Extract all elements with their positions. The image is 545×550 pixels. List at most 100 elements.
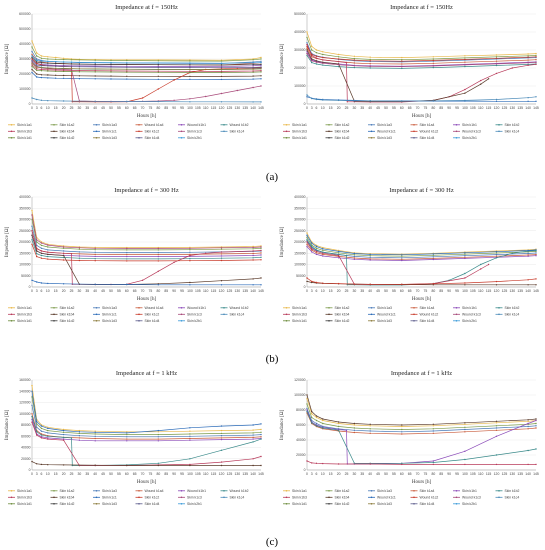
- data-point: [36, 76, 38, 78]
- x-tick-label: 70: [141, 289, 145, 293]
- data-point: [110, 71, 112, 73]
- legend-marker: [328, 313, 330, 316]
- data-point: [47, 60, 49, 63]
- data-point: [322, 251, 324, 253]
- data-point: [337, 252, 340, 254]
- x-tick-label: 20: [337, 289, 341, 293]
- legend-marker: [138, 490, 140, 492]
- data-point: [94, 431, 96, 433]
- data-point: [306, 243, 308, 245]
- data-point: [70, 69, 73, 71]
- data-point: [464, 426, 466, 428]
- data-point: [315, 52, 318, 54]
- data-point: [369, 100, 371, 102]
- data-point: [401, 257, 403, 259]
- data-point: [401, 255, 403, 257]
- y-axis-label: Impedance [Ω]: [280, 44, 285, 75]
- x-tick-label: 55: [392, 472, 396, 476]
- x-tick-label: 100: [462, 472, 468, 476]
- x-tick-label: 130: [509, 289, 515, 293]
- legend-marker: [138, 320, 140, 322]
- y-tick-label: 120000: [294, 378, 305, 382]
- data-point: [337, 53, 340, 56]
- data-point: [322, 64, 324, 66]
- data-point: [220, 464, 223, 467]
- data-point: [252, 62, 254, 64]
- data-point: [311, 280, 313, 283]
- data-point: [157, 433, 159, 436]
- data-point: [36, 253, 38, 255]
- x-tick-label: 20: [337, 472, 341, 476]
- data-point: [252, 246, 254, 249]
- data-point: [464, 88, 466, 91]
- legend-entry: Wound k1b2: [230, 489, 249, 493]
- data-point: [220, 60, 223, 62]
- x-tick-label: 70: [141, 106, 145, 110]
- data-point: [337, 257, 340, 259]
- data-point: [535, 284, 537, 286]
- x-tick-label: 80: [431, 289, 435, 293]
- data-point: [315, 425, 318, 427]
- y-tick-label: 400000: [19, 42, 30, 46]
- legend-entry: Wound k1c3: [462, 496, 481, 500]
- x-tick-label: 65: [408, 472, 412, 476]
- series-line: [306, 411, 537, 464]
- data-point: [401, 60, 403, 62]
- x-tick-label: 95: [455, 472, 459, 476]
- data-point: [62, 464, 65, 466]
- data-point: [220, 67, 223, 69]
- data-point: [315, 63, 318, 65]
- data-point: [260, 78, 262, 80]
- data-point: [62, 252, 65, 254]
- data-point: [189, 66, 191, 69]
- legend-marker: [370, 137, 373, 139]
- x-tick-label: 3: [311, 472, 313, 476]
- x-tick-label: 65: [408, 289, 412, 293]
- x-tick-label: 20: [62, 106, 66, 110]
- data-point: [311, 422, 313, 424]
- legend-entry: Skin k2b1: [187, 319, 202, 323]
- data-point: [432, 425, 434, 427]
- data-point: [353, 255, 356, 258]
- data-point: [315, 415, 318, 417]
- x-tick-label: 10: [321, 289, 325, 293]
- x-tick-label: 105: [195, 472, 201, 476]
- data-point: [311, 249, 313, 251]
- data-point: [47, 58, 49, 60]
- legend-marker: [138, 124, 140, 126]
- data-point: [464, 64, 466, 66]
- x-tick-label: 90: [172, 472, 176, 476]
- data-point: [31, 97, 33, 99]
- data-point: [55, 61, 57, 63]
- series-line: [306, 94, 537, 102]
- legend-entry: Skin k2b1: [187, 136, 202, 140]
- y-tick-label: 0: [29, 285, 31, 289]
- x-tick-label: 15: [329, 472, 333, 476]
- x-tick-label: 100: [187, 106, 193, 110]
- data-point: [464, 92, 466, 94]
- data-point: [62, 254, 65, 257]
- x-tick-label: 85: [164, 289, 168, 293]
- legend-marker: [180, 320, 183, 322]
- legend-marker: [455, 503, 458, 505]
- x-tick-label: 6: [316, 472, 318, 476]
- data-point: [306, 43, 308, 46]
- data-point: [189, 62, 191, 64]
- legend-marker: [370, 320, 373, 322]
- x-tick-label: 0: [31, 472, 33, 476]
- legend-entry: Skin k1a3: [377, 123, 392, 127]
- legend-entry: Wound k1c2: [420, 130, 439, 134]
- data-point: [126, 66, 128, 69]
- chart-b-right: Impedance at f = 300 Hz 0 50000 100000 15000…: [280, 187, 539, 323]
- data-point: [157, 436, 159, 438]
- x-tick-label: 45: [376, 289, 380, 293]
- legend-marker: [53, 137, 55, 139]
- data-point: [252, 101, 254, 103]
- data-point: [337, 65, 340, 68]
- series-line: [306, 409, 537, 465]
- x-tick-label: 105: [195, 289, 201, 293]
- data-point: [78, 248, 81, 250]
- data-point: [70, 67, 73, 70]
- data-point: [47, 435, 49, 437]
- y-tick-label: 300000: [19, 57, 30, 61]
